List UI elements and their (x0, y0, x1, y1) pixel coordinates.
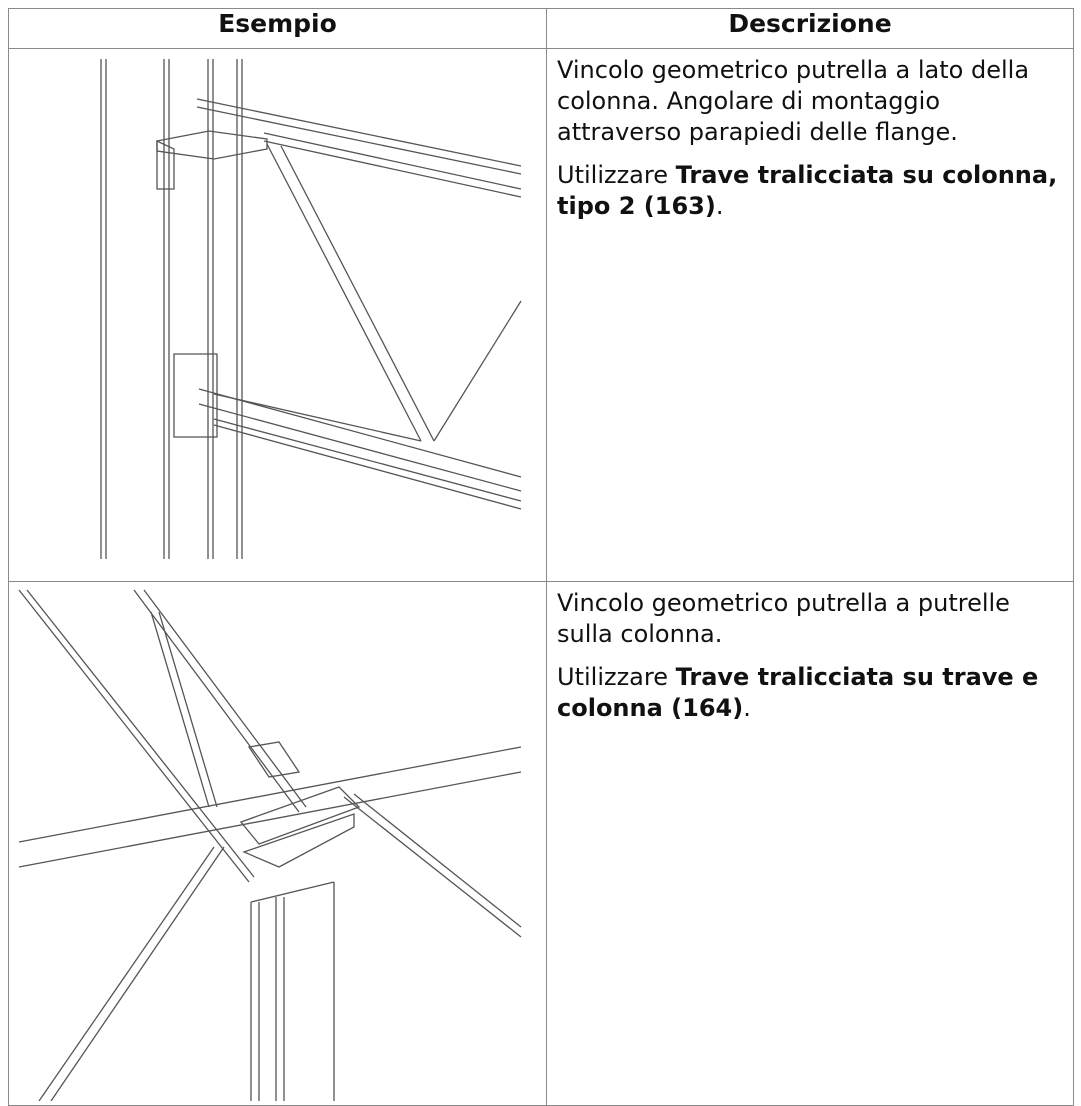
description: Vincolo geometrico putrella a lato della… (557, 56, 1030, 146)
usage: Utilizzare Trave tralicciata su trave e … (557, 662, 1063, 724)
drawing (18, 589, 522, 1102)
usage: Utilizzare Trave tralicciata su colonna,… (557, 160, 1063, 222)
usage-prefix: Utilizzare (557, 161, 668, 189)
usage-link: Trave tralicciata su trave e colonna (16… (557, 663, 1039, 722)
image-cell (8, 48, 547, 582)
usage-link: Trave tralicciata su colonna, tipo 2 (16… (557, 161, 1058, 220)
text-cell: Vincolo geometrico putrella a lato della… (546, 48, 1074, 582)
description: Vincolo geometrico putrella a putrelle s… (557, 589, 1010, 648)
header-row: Esempio Descrizione (8, 8, 1074, 49)
header-cell: Descrizione (546, 8, 1074, 49)
usage-prefix: Utilizzare (557, 663, 668, 691)
text-cell: Vincolo geometrico putrella a putrelle s… (546, 581, 1074, 1106)
usage-suffix: . (715, 192, 724, 220)
table: Esempio Descrizione Vincolo g (8, 8, 1074, 1106)
row: Vincolo geometrico putrella a putrelle s… (8, 581, 1074, 1106)
usage-suffix: . (743, 694, 751, 722)
row: Vincolo geometrico putrella a lato della… (8, 48, 1074, 582)
header-cell: Esempio (8, 8, 547, 49)
image-cell (8, 581, 547, 1106)
drawing (100, 59, 522, 559)
